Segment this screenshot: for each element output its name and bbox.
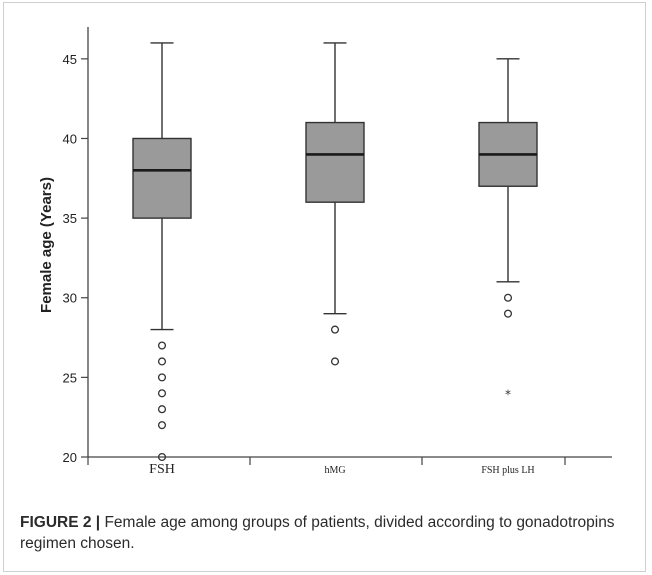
x-category-label: FSH	[149, 462, 175, 477]
outlier-point	[157, 452, 167, 462]
outlier-point	[503, 309, 513, 318]
iqr-box	[305, 121, 365, 203]
figure-frame	[3, 2, 646, 572]
outlier-point	[157, 421, 167, 430]
y-tick-label: 35	[63, 211, 77, 226]
y-tick-label: 40	[63, 131, 77, 146]
y-tick-label: 45	[63, 52, 77, 67]
caption-label: FIGURE 2 |	[20, 514, 101, 531]
caption-text: Female age among groups of patients, div…	[20, 514, 615, 552]
extreme-point: *	[505, 387, 511, 401]
outlier-point	[330, 325, 340, 334]
box-plot-chart: 20 25 30 35 40 45 FSH hMG FSH plus LH * Female a…	[38, 27, 612, 477]
x-category-label: FSH plus LH	[481, 465, 534, 476]
boxes-layer: *	[132, 42, 538, 462]
y-tick-label: 25	[63, 370, 77, 385]
y-axis-label: Female age (Years)	[38, 177, 55, 313]
outlier-point	[503, 293, 513, 302]
y-tick-label: 30	[63, 291, 77, 306]
box-group-hmg	[305, 42, 365, 366]
box-group-fsh	[132, 42, 192, 462]
x-category-label: hMG	[324, 465, 345, 476]
outlier-point	[157, 389, 167, 398]
iqr-box	[132, 137, 192, 219]
axes: 20 25 30 35 40 45 FSH hMG FSH plus LH	[63, 27, 612, 477]
box-group-fsh-plus-lh: *	[478, 58, 538, 401]
figure-caption: FIGURE 2 | Female age among groups of pa…	[20, 512, 630, 554]
outlier-point	[157, 341, 167, 350]
outlier-point	[157, 405, 167, 414]
y-tick-label: 20	[63, 450, 77, 465]
outlier-point	[157, 373, 167, 382]
outlier-point	[330, 357, 340, 366]
outlier-point	[157, 357, 167, 366]
